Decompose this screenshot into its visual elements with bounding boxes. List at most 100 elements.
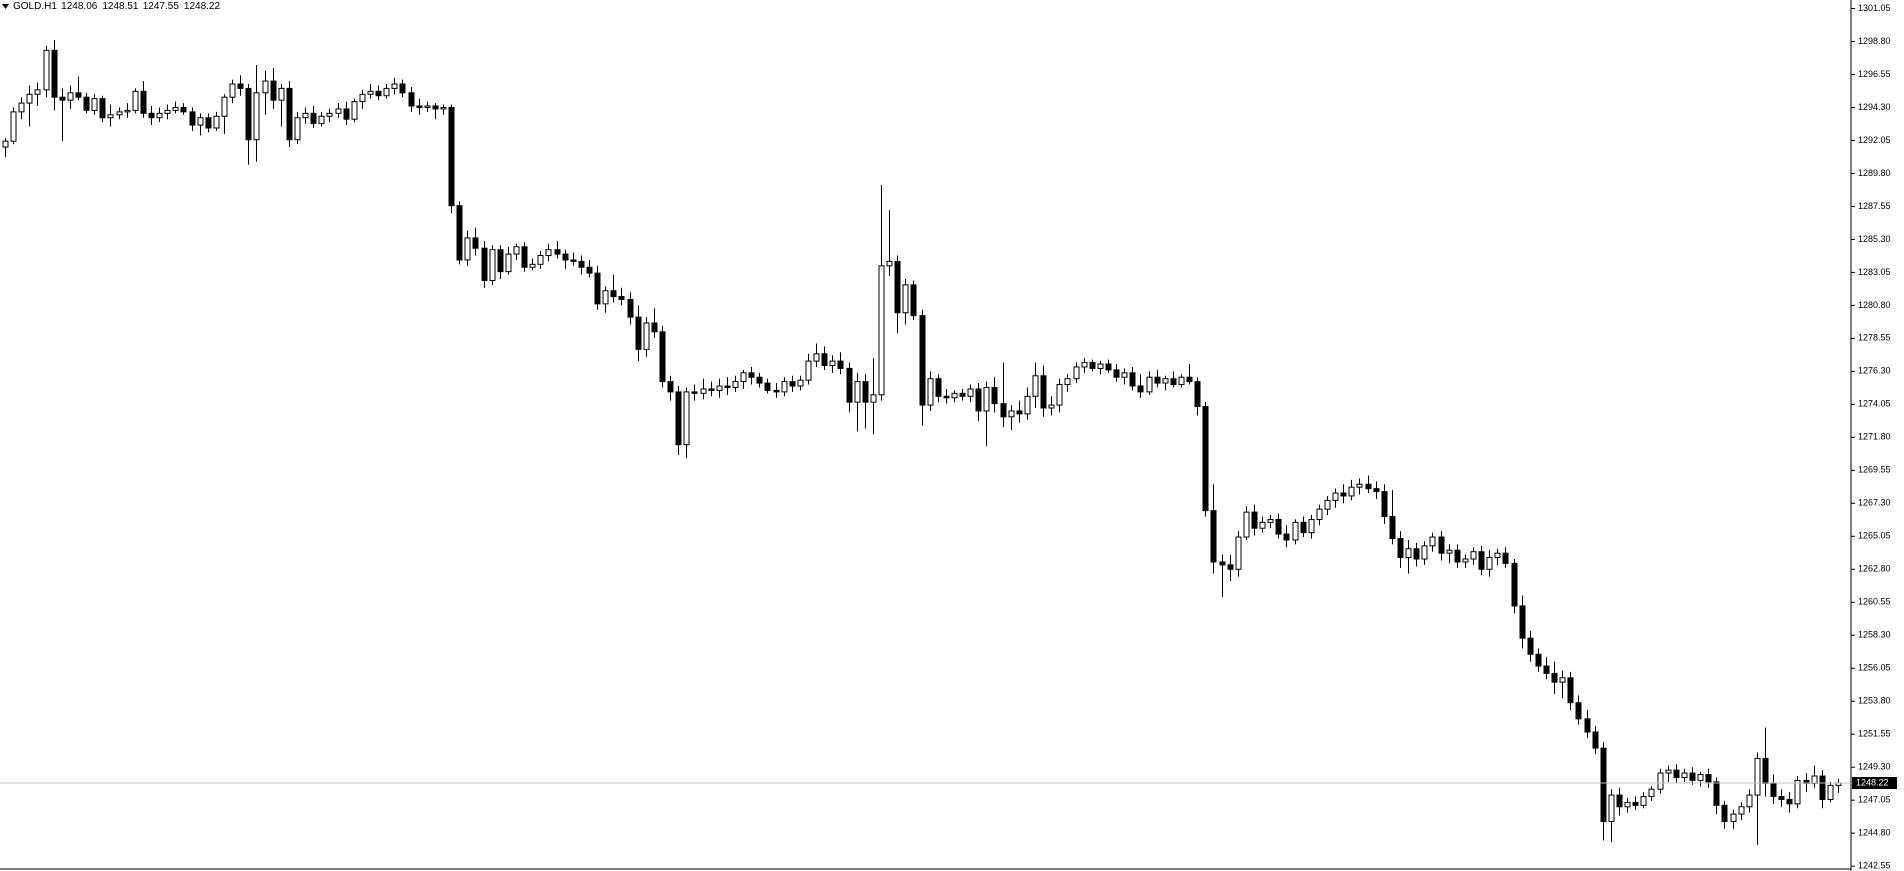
y-tick-label: 1280.80 bbox=[1858, 300, 1891, 310]
candle-body bbox=[1486, 557, 1493, 570]
candle-body bbox=[26, 93, 33, 104]
candle-body bbox=[1535, 653, 1542, 667]
candle-body bbox=[489, 249, 496, 281]
candle-body bbox=[1275, 518, 1282, 535]
candle-body bbox=[837, 360, 844, 369]
candle-body bbox=[854, 381, 861, 403]
candle-body bbox=[448, 106, 455, 207]
candle-body bbox=[1413, 548, 1420, 560]
candle-body bbox=[43, 49, 50, 91]
candle-body bbox=[700, 388, 707, 394]
candle-body bbox=[1121, 372, 1128, 378]
y-tick-label: 1267.30 bbox=[1858, 498, 1891, 508]
y-tick-label: 1260.55 bbox=[1858, 597, 1891, 607]
candle-body bbox=[1308, 518, 1315, 534]
candle-body bbox=[983, 386, 990, 412]
candle-body bbox=[116, 111, 123, 116]
candle-body bbox=[1592, 731, 1599, 749]
candle-body bbox=[294, 117, 301, 141]
candle-body bbox=[1292, 521, 1299, 541]
candle-body bbox=[1381, 491, 1388, 518]
candle-body bbox=[554, 249, 561, 255]
candle-body bbox=[740, 372, 747, 383]
header-quote: 1248.06 bbox=[61, 1, 98, 12]
candle-body bbox=[1454, 549, 1461, 563]
candle-body bbox=[1584, 718, 1591, 733]
candle-body bbox=[1056, 384, 1063, 406]
candle-body bbox=[959, 392, 966, 397]
candle-body bbox=[1697, 774, 1704, 781]
candle-body bbox=[805, 360, 812, 381]
candle-body bbox=[1040, 375, 1047, 409]
y-tick-label: 1298.80 bbox=[1858, 36, 1891, 46]
candle-body bbox=[1705, 774, 1712, 783]
candle-body bbox=[1365, 483, 1372, 490]
candle-body bbox=[1640, 796, 1647, 806]
candle-body bbox=[610, 290, 617, 298]
candle-body bbox=[1137, 385, 1144, 393]
y-tick-label: 1278.55 bbox=[1858, 333, 1891, 343]
candle-body bbox=[107, 114, 114, 119]
candle-body bbox=[570, 259, 577, 262]
candle-body bbox=[1219, 561, 1226, 566]
candle-body bbox=[237, 83, 244, 89]
candle-body bbox=[1811, 775, 1818, 784]
candle-body bbox=[367, 90, 374, 95]
candle-body bbox=[51, 49, 58, 98]
candle-body bbox=[545, 249, 552, 257]
current-price-label: 1248.22 bbox=[1856, 777, 1889, 787]
candle-body bbox=[253, 92, 260, 141]
candle-body bbox=[326, 112, 333, 117]
candle-body bbox=[537, 255, 544, 265]
candle-body bbox=[1243, 511, 1250, 538]
candle-body bbox=[716, 385, 723, 391]
candle-body bbox=[975, 388, 982, 412]
candle-body bbox=[10, 111, 17, 142]
candle-body bbox=[1786, 798, 1793, 805]
candle-body bbox=[1616, 794, 1623, 808]
candle-body bbox=[1738, 806, 1745, 815]
candle-body bbox=[1648, 788, 1655, 798]
candle-body bbox=[1827, 784, 1834, 800]
y-tick-label: 1251.55 bbox=[1858, 729, 1891, 739]
candle-body bbox=[59, 96, 66, 101]
candle-body bbox=[821, 353, 828, 366]
candle-body bbox=[1113, 369, 1120, 378]
candle-body bbox=[1665, 769, 1672, 774]
candle-body bbox=[1502, 552, 1509, 564]
candle-body bbox=[870, 394, 877, 403]
candle-body bbox=[34, 89, 41, 95]
candle-body bbox=[1210, 510, 1217, 563]
candle-body bbox=[416, 105, 423, 108]
candle-body bbox=[1162, 378, 1169, 384]
candle-body bbox=[1730, 813, 1737, 822]
candle-body bbox=[1746, 794, 1753, 808]
candle-body bbox=[335, 108, 342, 114]
candle-body bbox=[1251, 511, 1258, 529]
candle-body bbox=[1267, 518, 1274, 523]
candle-body bbox=[1657, 772, 1664, 790]
candle-body bbox=[529, 263, 536, 268]
candle-body bbox=[432, 105, 439, 110]
y-tick-label: 1289.80 bbox=[1858, 168, 1891, 178]
y-tick-label: 1249.30 bbox=[1858, 762, 1891, 772]
menu-triangle[interactable] bbox=[2, 4, 9, 9]
candle-body bbox=[910, 284, 917, 317]
candle-body bbox=[1324, 499, 1331, 510]
y-tick-label: 1256.05 bbox=[1858, 663, 1891, 673]
candle-body bbox=[1567, 677, 1574, 704]
candle-body bbox=[1575, 702, 1582, 720]
candle-body bbox=[1340, 492, 1347, 497]
candle-body bbox=[1154, 376, 1161, 384]
candle-body bbox=[1519, 605, 1526, 639]
y-tick-label: 1253.80 bbox=[1858, 696, 1891, 706]
candle-body bbox=[205, 117, 212, 129]
candle-body bbox=[1146, 376, 1153, 393]
candle-body bbox=[189, 111, 196, 126]
candle-body bbox=[1259, 521, 1266, 529]
candle-body bbox=[1543, 665, 1550, 674]
candle-body bbox=[375, 90, 382, 97]
candle-body bbox=[318, 115, 325, 125]
candle-body bbox=[1819, 775, 1826, 800]
